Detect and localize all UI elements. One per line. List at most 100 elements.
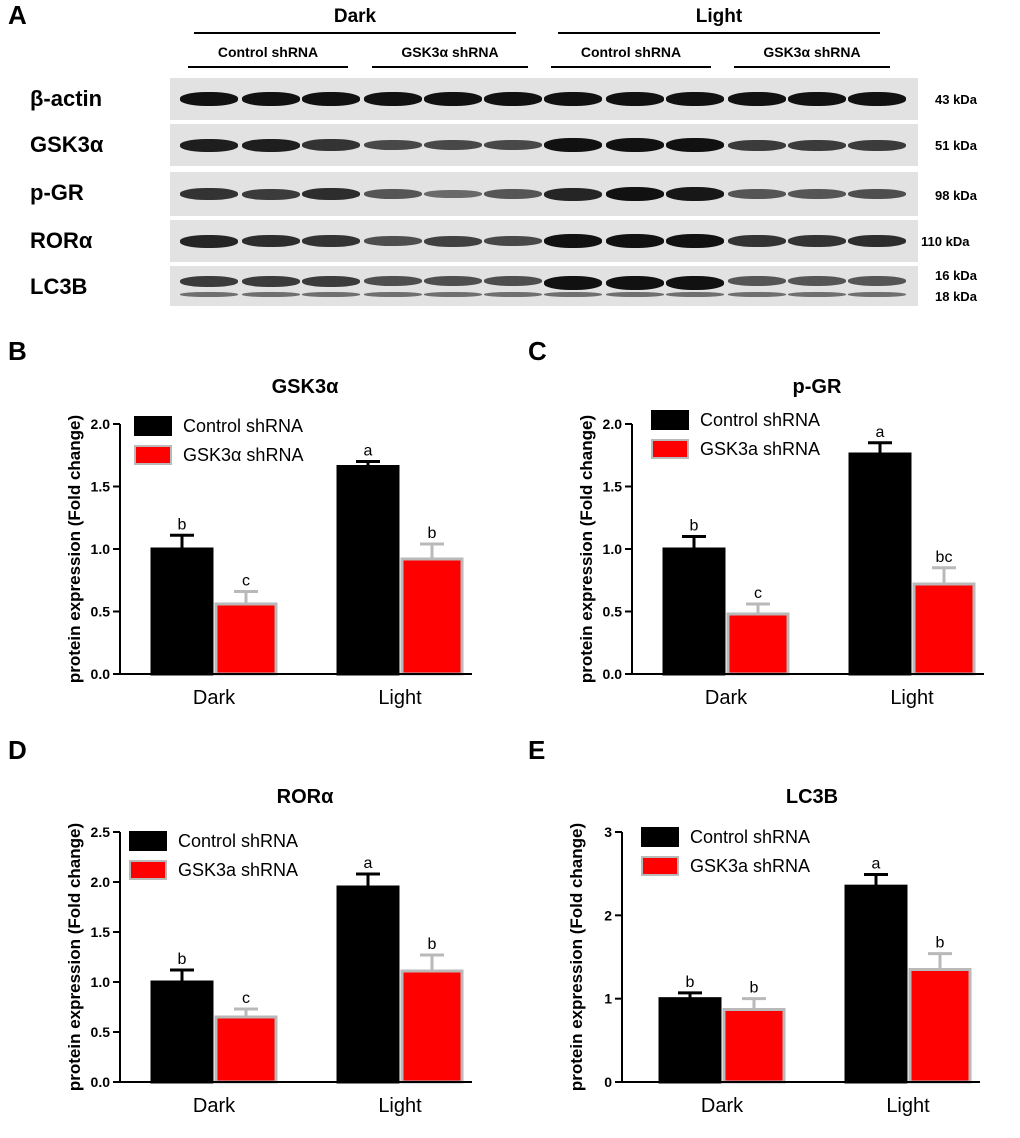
group-label: GSK3α shRNA [401,44,499,60]
group-label: GSK3α shRNA [763,44,861,60]
panel-label-e: E [528,735,546,765]
blot-row-label: p-GR [30,180,84,205]
blot-strip [170,172,918,216]
blot-strip [170,78,918,120]
bar [336,885,400,1084]
group-underline [188,66,348,68]
significance-letter: b [690,518,699,535]
significance-letter: b [178,516,187,533]
blot-band [788,292,846,297]
significance-letter: b [428,525,437,542]
blot-band [364,189,422,199]
legend-label: Control shRNA [183,416,303,436]
significance-letter: b [178,951,187,968]
blot-band [788,92,846,106]
blot-row-label: β-actin [30,86,103,111]
blot-band [242,92,300,106]
chart-title: RORα [277,786,334,808]
blot-band [242,139,300,152]
y-tick-label: 1.0 [91,974,111,990]
y-axis-label: protein expression (Fold change) [65,415,84,683]
bar [336,465,400,676]
y-tick-label: 1.0 [603,541,623,557]
blot-band [728,140,786,151]
blot-kda-label: 51 kDa [935,138,977,153]
blot-band [728,292,786,297]
chart-title: LC3B [786,786,838,808]
bar [658,997,722,1084]
blot-band [364,140,422,150]
legend-swatch [641,856,679,876]
legend-swatch [641,827,679,847]
bar-chart-gsk3a: GSK3α protein expression (Fold change) 0.0… [65,376,472,709]
y-tick-label: 2.5 [91,824,111,840]
blot-band [788,140,846,151]
chart-title: GSK3α [272,376,339,398]
blot-strip [170,124,918,166]
blot-band [666,138,724,152]
blot-kda-label: 98 kDa [935,188,977,203]
group-underline [372,66,528,68]
blot-band [606,92,664,106]
blot-band [606,138,664,152]
bar [150,547,214,676]
blot-band [180,139,238,152]
blot-band [242,276,300,287]
blot-band [424,276,482,286]
blot-band [666,234,724,248]
blot-band [424,292,482,297]
blot-band [848,292,906,297]
panel-label-c: C [528,336,547,366]
blot-band [364,92,422,106]
panel-label-d: D [8,735,27,765]
x-tick-label: Light [378,687,422,709]
legend-label: Control shRNA [178,831,298,851]
blot-band [302,188,360,200]
legend-label: GSK3a shRNA [700,439,820,459]
x-tick-label: Light [378,1095,422,1117]
blot-band [848,189,906,199]
blot-band [848,235,906,247]
blot-band [788,189,846,199]
blot-band [484,189,542,199]
header-dark-underline [194,32,516,34]
y-tick-label: 2 [604,907,612,923]
blot-band [666,187,724,201]
significance-letter: c [754,585,762,602]
blot-band [728,276,786,286]
bar [400,969,464,1084]
y-axis-label: protein expression (Fold change) [567,823,586,1091]
y-tick-label: 2.0 [603,416,623,432]
significance-letter: c [242,990,250,1007]
y-tick-label: 1.0 [91,541,111,557]
blot-band [242,292,300,297]
blot-band [544,188,602,201]
bar-chart-rora: RORα protein expression (Fold change) 0.0 0… [65,786,472,1117]
y-tick-label: 0.5 [603,604,623,620]
blot-band [666,92,724,106]
bar [400,557,464,676]
blot-row-label: GSK3α [30,132,104,157]
blot-band [788,276,846,286]
bar-chart-pgr: p-GR protein expression (Fold change) 0.0 0… [577,376,984,709]
blot-band [484,140,542,150]
significance-letter: b [686,974,695,991]
x-tick-label: Dark [701,1095,744,1117]
blot-band [180,92,238,106]
blot-band [302,92,360,106]
blot-band [544,234,602,248]
panel-label-b: B [8,336,27,366]
blot-band [364,236,422,246]
blot-kda-label: 110 kDa [921,234,970,249]
legend-swatch [129,831,167,851]
significance-letter: a [364,855,373,872]
group-label: Control shRNA [217,44,319,60]
legend-swatch [134,445,172,465]
y-tick-label: 1.5 [91,479,111,495]
legend-label: GSK3a shRNA [178,860,298,880]
blot-strip [170,220,918,262]
significance-letter: c [242,573,250,590]
bar [150,980,214,1084]
y-tick-label: 2.0 [91,416,111,432]
blot-band [788,235,846,247]
